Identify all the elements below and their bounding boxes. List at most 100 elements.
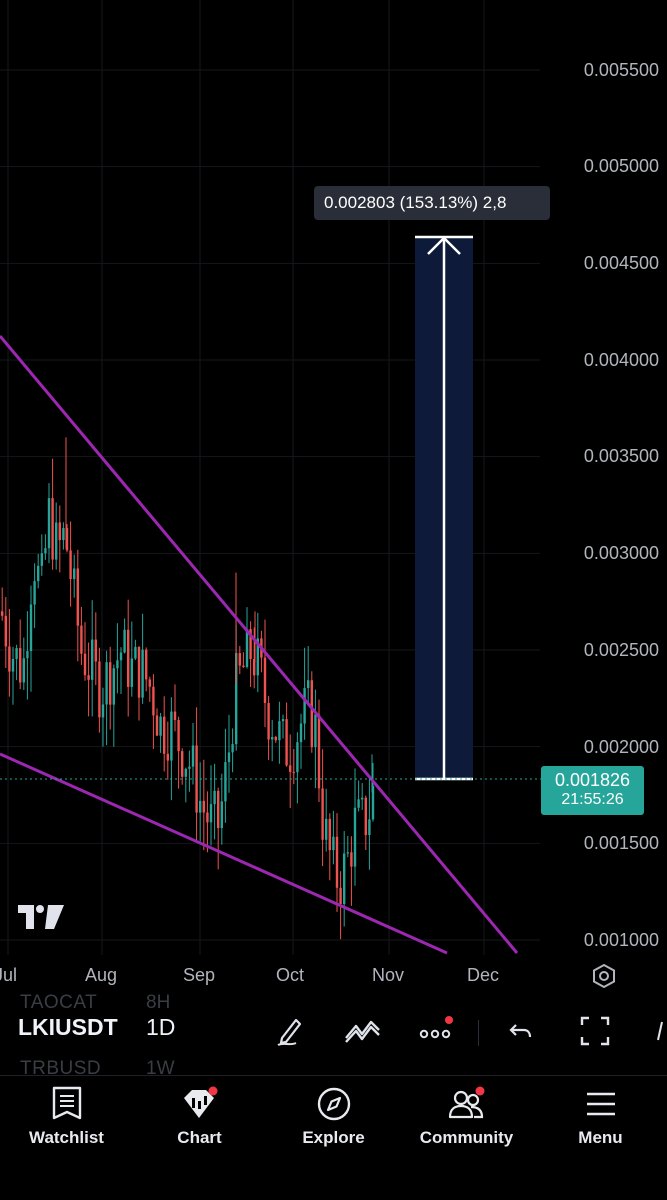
candle-body[interactable] xyxy=(26,651,29,659)
candle-body[interactable] xyxy=(332,836,335,851)
candle-body[interactable] xyxy=(303,688,306,724)
candle-body[interactable] xyxy=(105,662,108,705)
candle-body[interactable] xyxy=(33,581,36,605)
candle-body[interactable] xyxy=(76,568,79,626)
partial-toolbar-icon[interactable] xyxy=(652,1014,667,1048)
candle-body[interactable] xyxy=(173,711,177,720)
candle-body[interactable] xyxy=(213,790,216,805)
candle-body[interactable] xyxy=(73,568,76,580)
candle-body[interactable] xyxy=(152,686,155,716)
nav-watchlist[interactable]: Watchlist xyxy=(0,1076,133,1148)
candle-body[interactable] xyxy=(44,548,47,554)
chart-area[interactable]: 0.005500 0.005000 0.004500 0.004000 0.00… xyxy=(0,0,667,1000)
candle-body[interactable] xyxy=(231,744,234,753)
candle-body[interactable] xyxy=(159,716,162,736)
more-options-icon[interactable] xyxy=(418,1014,458,1048)
candle-body[interactable] xyxy=(101,704,105,718)
candle-body[interactable] xyxy=(109,662,112,705)
candle-body[interactable] xyxy=(350,852,353,867)
candle-body[interactable] xyxy=(249,629,252,659)
candle-body[interactable] xyxy=(191,745,195,767)
nav-explore[interactable]: Explore xyxy=(267,1076,400,1148)
candle-body[interactable] xyxy=(91,639,94,680)
candle-body[interactable] xyxy=(364,797,367,836)
candle-body[interactable] xyxy=(235,653,238,745)
candle-body[interactable] xyxy=(339,887,342,905)
candle-body[interactable] xyxy=(307,680,310,689)
wedge-lower-trendline[interactable] xyxy=(0,752,448,955)
settings-icon[interactable] xyxy=(591,963,617,989)
candle-body[interactable] xyxy=(253,658,256,676)
candle-body[interactable] xyxy=(69,550,72,580)
candle-body[interactable] xyxy=(65,528,69,551)
candle-body[interactable] xyxy=(55,522,58,560)
candle-body[interactable] xyxy=(184,768,187,777)
candle-body[interactable] xyxy=(166,753,169,761)
candle-body[interactable] xyxy=(371,785,375,820)
candle-body[interactable] xyxy=(4,615,7,647)
candle-body[interactable] xyxy=(245,629,249,667)
candle-body[interactable] xyxy=(83,653,87,676)
candle-body[interactable] xyxy=(62,528,65,541)
candle-body[interactable] xyxy=(19,648,22,683)
candle-body[interactable] xyxy=(47,498,51,549)
candle-body[interactable] xyxy=(141,649,144,698)
candle-body[interactable] xyxy=(87,675,90,680)
candle-body[interactable] xyxy=(357,799,360,808)
candle-body[interactable] xyxy=(310,680,313,748)
candle-body[interactable] xyxy=(274,736,277,741)
candle-body[interactable] xyxy=(289,765,292,772)
candle-body[interactable] xyxy=(112,668,115,705)
price-chart[interactable] xyxy=(0,0,667,1000)
candle-body[interactable] xyxy=(148,679,151,687)
undo-icon[interactable] xyxy=(506,1014,536,1048)
candle-body[interactable] xyxy=(29,604,33,652)
candle-body[interactable] xyxy=(267,702,270,740)
candle-body[interactable] xyxy=(353,807,357,867)
candle-body[interactable] xyxy=(299,723,303,743)
candle-body[interactable] xyxy=(285,719,288,766)
candle-body[interactable] xyxy=(130,658,133,687)
candle-body[interactable] xyxy=(1,611,4,616)
candle-body[interactable] xyxy=(155,715,159,736)
candle-body[interactable] xyxy=(80,625,83,654)
candle-body[interactable] xyxy=(58,522,61,541)
candle-body[interactable] xyxy=(209,804,213,823)
candle-body[interactable] xyxy=(361,797,364,800)
candle-body[interactable] xyxy=(137,646,141,698)
candle-body[interactable] xyxy=(181,751,184,777)
candle-body[interactable] xyxy=(317,714,321,789)
candle-body[interactable] xyxy=(202,800,205,813)
candle-body[interactable] xyxy=(325,818,328,840)
nav-community[interactable]: Community xyxy=(400,1076,533,1148)
candle-body[interactable] xyxy=(256,638,259,676)
candle-body[interactable] xyxy=(281,719,285,722)
candle-body[interactable] xyxy=(346,852,349,854)
drawing-tool-icon[interactable] xyxy=(274,1014,308,1048)
candle-body[interactable] xyxy=(220,801,223,829)
fullscreen-icon[interactable] xyxy=(578,1014,612,1048)
candle-body[interactable] xyxy=(343,853,346,905)
wedge-upper-trendline[interactable] xyxy=(0,335,519,954)
candle-body[interactable] xyxy=(314,714,317,748)
candle-body[interactable] xyxy=(335,836,339,888)
nav-menu[interactable]: Menu xyxy=(534,1076,667,1148)
candle-body[interactable] xyxy=(37,565,40,582)
candle-body[interactable] xyxy=(170,711,173,761)
candle-body[interactable] xyxy=(123,629,126,653)
candle-body[interactable] xyxy=(242,665,245,667)
candle-body[interactable] xyxy=(321,788,324,840)
candle-body[interactable] xyxy=(227,752,231,763)
candle-body[interactable] xyxy=(278,721,281,741)
nav-chart[interactable]: Chart xyxy=(133,1076,266,1148)
candle-body[interactable] xyxy=(263,657,267,703)
candle-body[interactable] xyxy=(22,658,25,683)
candle-body[interactable] xyxy=(163,716,166,754)
candle-body[interactable] xyxy=(292,771,295,773)
candle-body[interactable] xyxy=(238,653,241,666)
candle-body[interactable] xyxy=(8,646,11,672)
candle-body[interactable] xyxy=(368,819,371,836)
indicators-icon[interactable] xyxy=(343,1014,383,1048)
candle-body[interactable] xyxy=(188,766,191,769)
candle-body[interactable] xyxy=(224,762,227,802)
